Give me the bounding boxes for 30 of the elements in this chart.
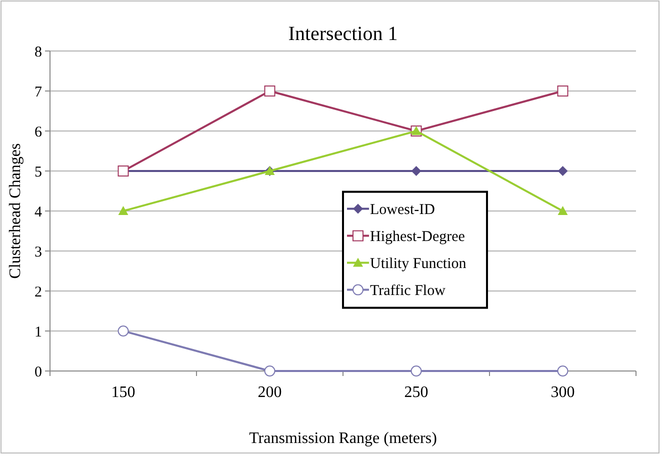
y-axis-title: Clusterhead Changes: [7, 143, 24, 279]
y-tick-label: 0: [34, 364, 42, 380]
point: [411, 166, 422, 176]
legend-label: Utility Function: [370, 256, 467, 272]
y-tick-label: 1: [34, 324, 42, 340]
y-tick-label: 8: [34, 44, 42, 60]
point: [557, 86, 568, 96]
legend-label: Lowest-ID: [370, 202, 436, 218]
y-tick-label: 6: [34, 124, 42, 140]
point: [264, 86, 276, 96]
y-tick-label: 2: [34, 284, 42, 300]
legend-label: Traffic Flow: [370, 283, 446, 300]
x-axis-title: Transmission Range (meters): [249, 430, 437, 447]
x-tick-label: 300: [550, 384, 575, 401]
x-tick-label: 250: [404, 384, 428, 401]
point: [410, 366, 422, 376]
y-tick-label: 3: [34, 244, 42, 260]
x-tick-label: 200: [258, 384, 282, 401]
point: [558, 206, 568, 215]
point: [118, 206, 128, 215]
point: [557, 366, 568, 376]
y-tick-label: 5: [34, 164, 42, 180]
y-tick-label: 7: [34, 84, 42, 100]
x-tick-label: 150: [111, 384, 136, 401]
y-tick-label: 4: [34, 204, 42, 220]
legend-label: Highest-Degree: [370, 229, 466, 246]
point: [264, 366, 276, 376]
point: [558, 166, 568, 176]
chart-title: Intersection 1: [288, 23, 398, 45]
point: [118, 326, 129, 336]
